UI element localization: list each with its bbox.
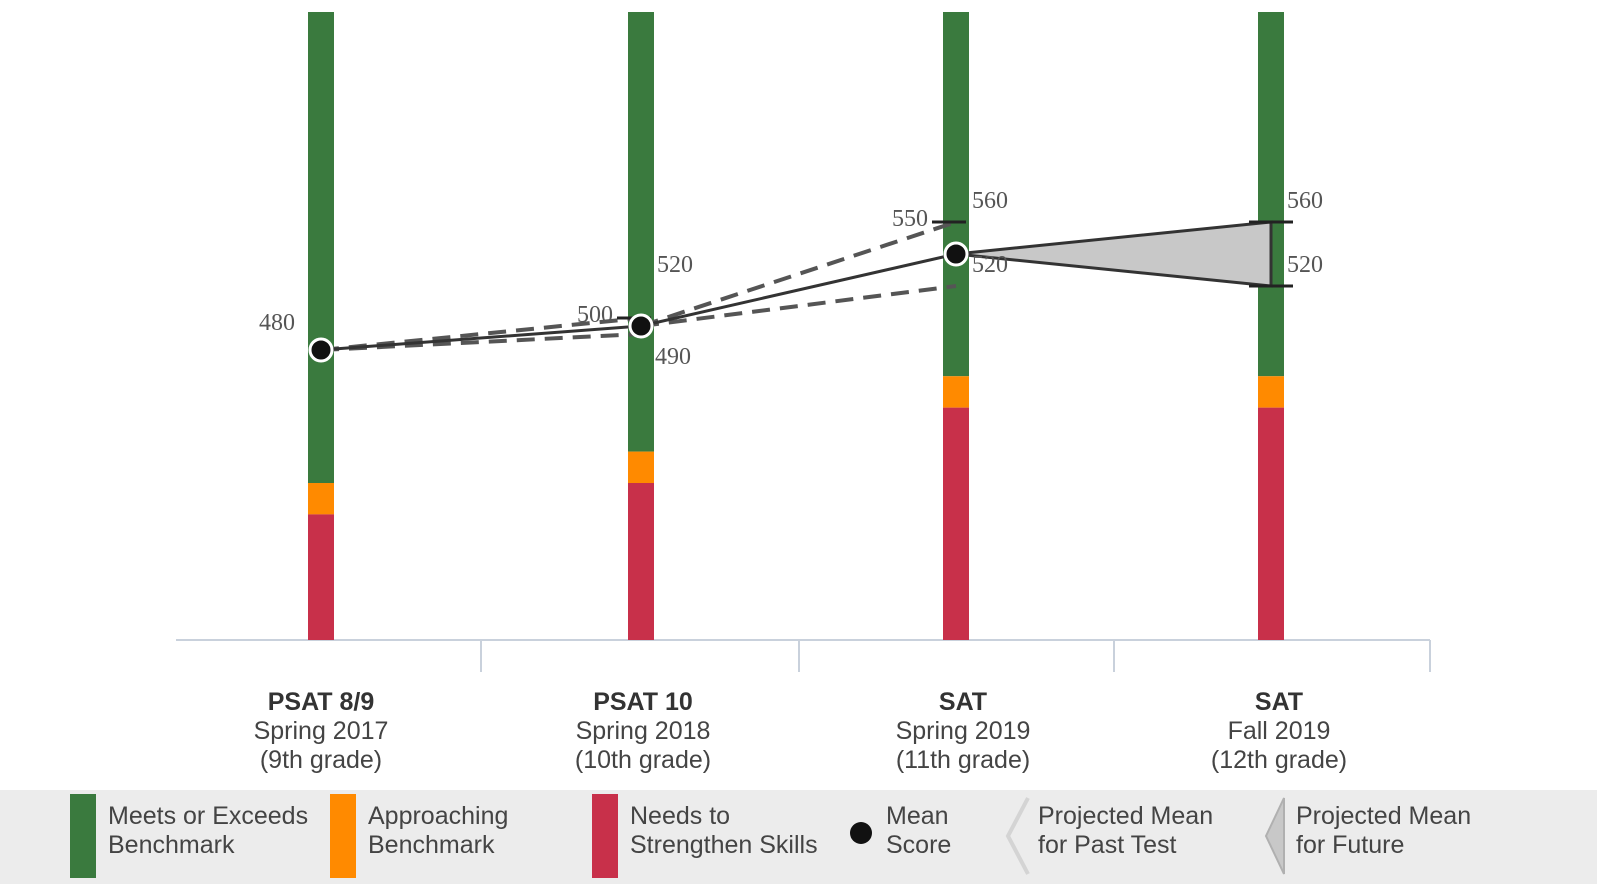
mean-score-dot [308, 337, 334, 363]
future-projection-wedge [955, 220, 1273, 288]
approaching-swatch [330, 794, 356, 878]
legend-line1: Needs to [630, 802, 731, 830]
legend-label: Needs to Strengthen Skills [630, 802, 818, 860]
legend-line2: Strengthen Skills [630, 831, 818, 859]
approaching-benchmark-segment [943, 376, 969, 408]
range-value-label: 560 [1287, 188, 1323, 214]
legend-line1: Projected Mean [1038, 802, 1214, 830]
category-grade: (10th grade) [574, 746, 712, 774]
projection-high-label: 550 [892, 206, 928, 232]
legend-line2: Score [886, 831, 952, 859]
legend-line1: Meets or Exceeds [108, 802, 309, 830]
future-projection-arrow-icon [1264, 797, 1285, 875]
legend-line1: Approaching [368, 802, 509, 830]
needs-to-strengthen-segment [943, 407, 969, 640]
category-label-3: SAT Fall 2019 (12th grade) [1149, 688, 1409, 775]
legend-line2: Benchmark [108, 831, 235, 859]
meets-swatch [70, 794, 96, 878]
category-term: Spring 2019 [895, 717, 1031, 745]
projection-low-label: 490 [655, 344, 691, 370]
approaching-benchmark-segment [628, 451, 654, 483]
category-test: PSAT 8/9 [267, 688, 375, 716]
needs-to-strengthen-segment [308, 514, 334, 640]
mean-score-label: 480 [259, 310, 295, 336]
mean-score-dot [628, 313, 654, 339]
category-term: Spring 2017 [253, 717, 389, 745]
range-value-label: 520 [972, 252, 1008, 278]
legend-line2: Benchmark [368, 831, 495, 859]
category-term: Fall 2019 [1227, 717, 1331, 745]
legend-label: Meets or Exceeds Benchmark [108, 802, 308, 860]
approaching-benchmark-segment [1258, 376, 1284, 408]
category-grade: (9th grade) [259, 746, 383, 774]
mean-dot-icon [850, 822, 872, 844]
category-label-2: SAT Spring 2019 (11th grade) [833, 688, 1093, 775]
legend-line2: for Past Test [1038, 831, 1177, 859]
past-projection-low [640, 284, 957, 328]
approaching-benchmark-segment [308, 483, 334, 515]
needs-to-strengthen-segment [1258, 407, 1284, 640]
needs-swatch [592, 794, 618, 878]
past-projection-arrow-icon [1005, 797, 1030, 875]
category-label-0: PSAT 8/9 Spring 2017 (9th grade) [191, 688, 451, 775]
legend-label: Projected Mean for Past Test [1038, 802, 1213, 860]
meets-benchmark-segment [943, 12, 969, 377]
category-grade: (12th grade) [1210, 746, 1348, 774]
legend: Meets or Exceeds Benchmark Approaching B… [0, 790, 1597, 884]
needs-to-strengthen-segment [628, 483, 654, 640]
projection-high-label: 500 [577, 302, 613, 328]
range-value-label: 560 [972, 188, 1008, 214]
legend-label: Approaching Benchmark [368, 802, 508, 860]
past-projection-high [320, 316, 642, 352]
legend-label: Projected Mean for Future [1296, 802, 1471, 860]
category-grade: (11th grade) [895, 746, 1031, 774]
category-test: SAT [1254, 688, 1304, 716]
category-test: PSAT 10 [593, 688, 693, 716]
category-test: SAT [938, 688, 988, 716]
category-label-1: PSAT 10 Spring 2018 (10th grade) [513, 688, 773, 775]
category-term: Spring 2018 [575, 717, 711, 745]
range-value-label: 520 [657, 252, 693, 278]
legend-label: Mean Score [886, 802, 951, 860]
legend-line2: for Future [1296, 831, 1405, 859]
meets-benchmark-segment [628, 12, 654, 452]
past-projection-low [320, 332, 642, 352]
legend-line1: Projected Mean [1296, 802, 1472, 830]
growth-chart: 500 490 550 520 560 520 560 520 480 [176, 12, 1431, 672]
mean-score-dot [943, 241, 969, 267]
meets-benchmark-segment [308, 12, 334, 483]
range-value-label: 520 [1287, 252, 1323, 278]
meets-benchmark-segment [1258, 12, 1284, 377]
legend-line1: Mean [886, 802, 949, 830]
